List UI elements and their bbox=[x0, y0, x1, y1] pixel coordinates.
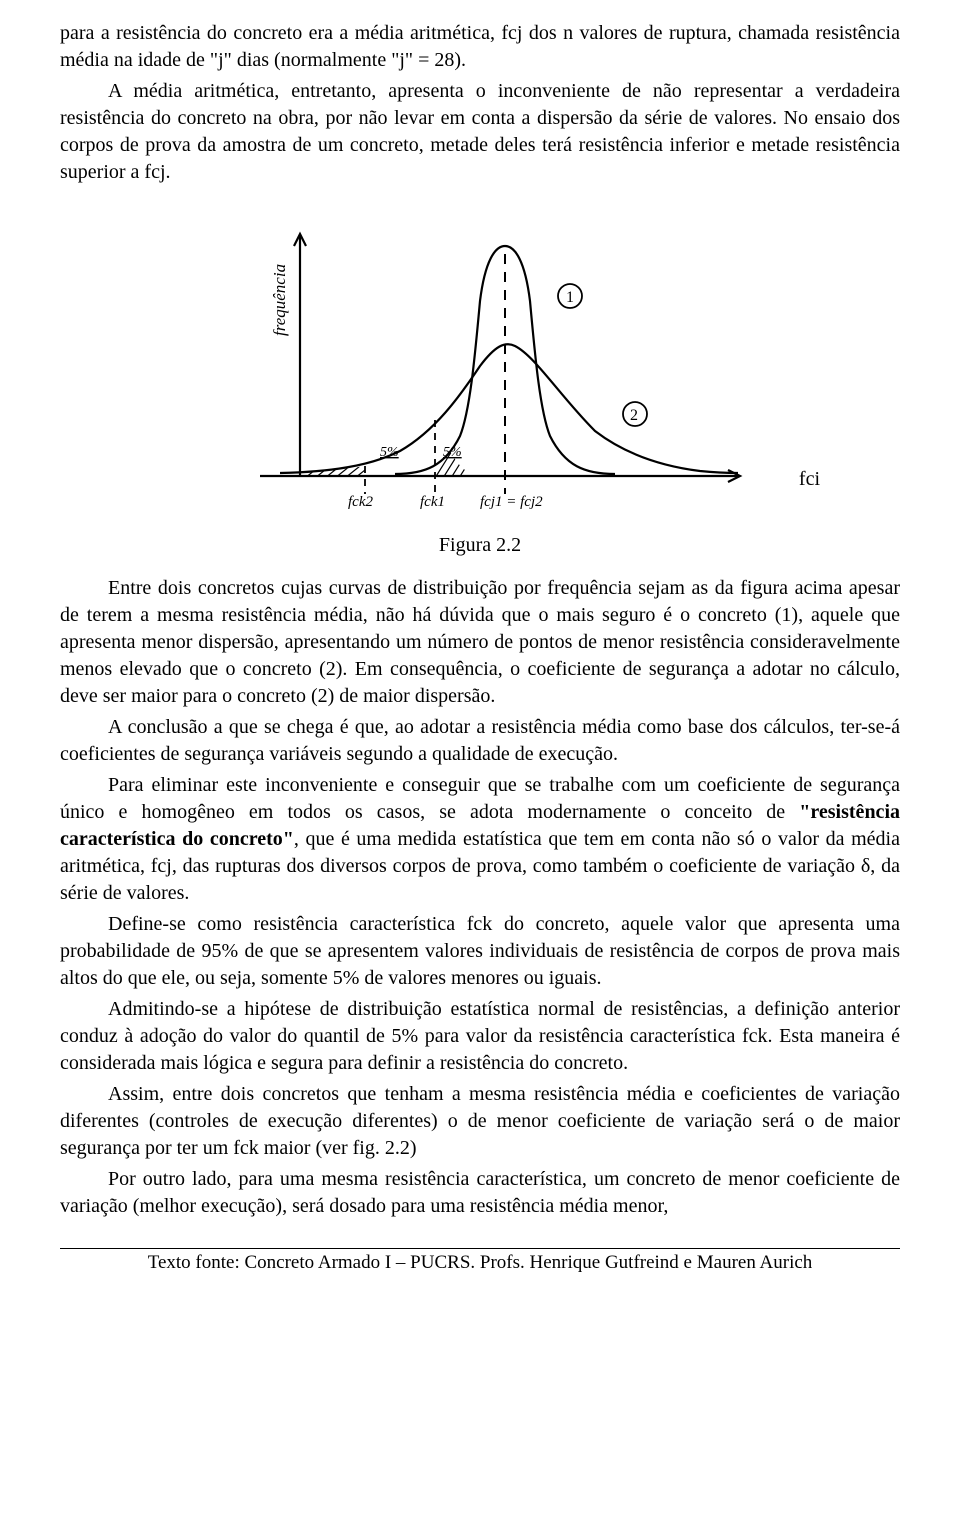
paragraph-4: A conclusão a que se chega é que, ao ado… bbox=[60, 714, 900, 768]
paragraph-9: Por outro lado, para uma mesma resistênc… bbox=[60, 1166, 900, 1220]
x-label-fcj: fcj1 = fcj2 bbox=[480, 494, 543, 510]
fci-label: fci bbox=[799, 468, 820, 491]
paragraph-2: A média aritmética, entretanto, apresent… bbox=[60, 78, 900, 186]
paragraph-3: Entre dois concretos cujas curvas de dis… bbox=[60, 575, 900, 710]
label-1: 1 bbox=[566, 289, 574, 306]
footer: Texto fonte: Concreto Armado I – PUCRS. … bbox=[60, 1248, 900, 1274]
x-label-fck1: fck1 bbox=[420, 494, 445, 510]
figure-2-2: frequência bbox=[60, 206, 900, 526]
paragraph-1: para a resistência do concreto era a méd… bbox=[60, 20, 900, 74]
paragraph-7: Admitindo-se a hipótese de distribuição … bbox=[60, 996, 900, 1077]
x-label-fck2: fck2 bbox=[348, 494, 373, 510]
figure-caption: Figura 2.2 bbox=[60, 534, 900, 557]
label-2: 2 bbox=[630, 407, 638, 424]
distribution-curves-chart: frequência bbox=[200, 206, 760, 526]
five-percent-right: 5% bbox=[443, 445, 462, 460]
paragraph-6: Define-se como resistência característic… bbox=[60, 911, 900, 992]
paragraph-5: Para eliminar este inconveniente e conse… bbox=[60, 772, 900, 907]
p5-part1: Para eliminar este inconveniente e conse… bbox=[60, 774, 900, 823]
curve-2 bbox=[280, 344, 738, 473]
y-axis-label: frequência bbox=[270, 264, 289, 336]
five-percent-left: 5% bbox=[380, 445, 399, 460]
paragraph-8: Assim, entre dois concretos que tenham a… bbox=[60, 1081, 900, 1162]
